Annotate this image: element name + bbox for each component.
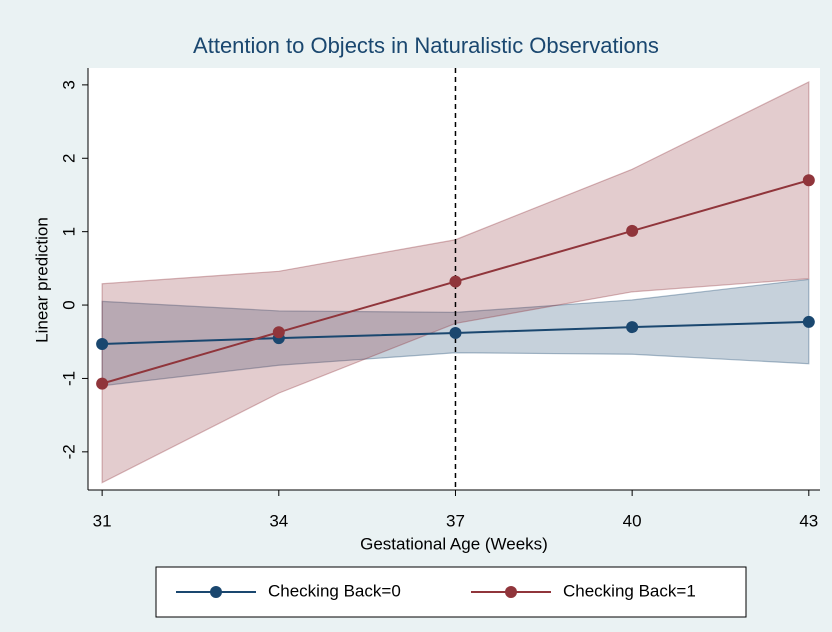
y-tick-label: 3 [59,80,78,89]
y-tick-label: 1 [59,227,78,236]
x-axis-title: Gestational Age (Weeks) [360,534,548,553]
data-point [802,315,815,328]
x-tick-label: 40 [623,511,642,530]
y-tick-label: 2 [59,154,78,163]
y-tick-label: -2 [59,444,78,459]
data-point [449,326,462,339]
x-tick-label: 37 [446,511,465,530]
legend-marker [210,586,222,598]
data-point [449,275,462,288]
data-point [626,224,639,237]
x-tick-label: 43 [799,511,818,530]
data-point [626,321,639,334]
data-point [96,377,109,390]
x-tick-label: 31 [93,511,112,530]
legend-label: Checking Back=0 [268,581,401,600]
y-axis-title: Linear prediction [32,217,51,343]
legend-label: Checking Back=1 [563,581,696,600]
data-point [272,326,285,339]
legend-marker [505,586,517,598]
data-point [96,337,109,350]
chart-title: Attention to Objects in Naturalistic Obs… [193,33,659,58]
y-tick-label: 0 [59,300,78,309]
data-point [802,174,815,187]
x-tick-label: 34 [269,511,288,530]
y-tick-label: -1 [59,371,78,386]
